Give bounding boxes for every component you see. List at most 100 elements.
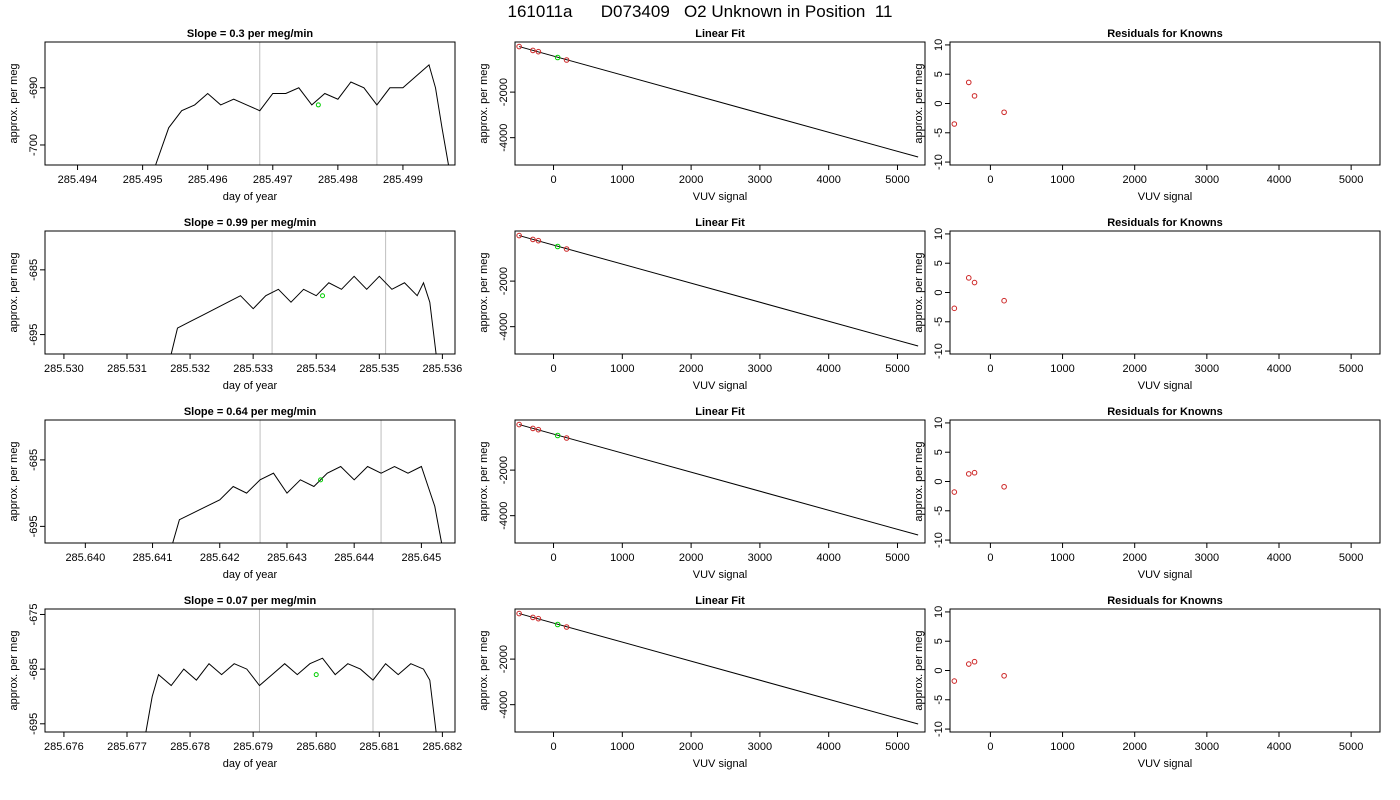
- chart-3-x-tick-label-1: 0: [987, 174, 993, 186]
- chart-7-x-tick-label-1: 285.640: [65, 552, 105, 564]
- chart-9-y-tick-label-5: 10: [933, 417, 945, 429]
- chart-10-x-tick-label-3: 285.678: [170, 741, 210, 753]
- chart-5-x-tick-label-1: 0: [550, 363, 556, 375]
- chart-9-known-point-4: [1001, 483, 1007, 490]
- chart-9-y-axis-label: approx. per meg: [913, 441, 925, 521]
- chart-6-known-point-3: [971, 279, 978, 286]
- chart-8-title: Linear Fit: [695, 406, 745, 418]
- chart-5-fit-line: [518, 235, 919, 347]
- chart-4-y-tick-label-1: -685: [28, 259, 40, 281]
- chart-9-y-tick-label-3: 0: [933, 478, 945, 484]
- chart-2-x-axis-label: VUV signal: [693, 191, 747, 203]
- chart-11-x-axis-label: VUV signal: [693, 758, 747, 770]
- chart-4-signal-trace: [170, 275, 437, 355]
- chart-7-x-tick-label-4: 285.643: [267, 552, 307, 564]
- chart-3-plot-frame: [949, 41, 1381, 166]
- chart-4-x-axis-label: day of year: [223, 380, 278, 392]
- chart-1-y-tick-label-1: -690: [28, 77, 40, 99]
- chart-6-x-tick-label-1: 0: [987, 363, 993, 375]
- chart-1-signal-trace: [155, 64, 449, 166]
- chart-4-x-tick-label-4: 285.533: [233, 363, 273, 375]
- chart-8-x-tick-label-5: 4000: [816, 552, 840, 564]
- chart-7-x-tick-label-3: 285.642: [200, 552, 240, 564]
- chart-2-title: Linear Fit: [695, 28, 745, 40]
- chart-8-plot-frame: [514, 419, 926, 544]
- chart-6-known-point-4: [1001, 297, 1007, 304]
- chart-6-y-tick-label-3: 0: [933, 289, 945, 295]
- chart-10-signal-trace: [145, 657, 437, 733]
- chart-6-y-axis-label: approx. per meg: [913, 252, 925, 332]
- chart-9-known-point-1: [951, 489, 958, 495]
- chart-1-title: Slope = 0.3 per meg/min: [187, 28, 314, 40]
- chart-9-x-tick-label-5: 4000: [1267, 552, 1291, 564]
- chart-7-x-axis-label: day of year: [223, 569, 278, 581]
- chart-8-y-axis-label: approx. per meg: [478, 441, 490, 521]
- chart-5-x-tick-label-4: 3000: [748, 363, 772, 375]
- chart-10-y-tick-label-2: -685: [28, 658, 40, 680]
- chart-panel-10: Slope = 0.07 per meg/min 285.676 285.677 28…: [8, 595, 462, 770]
- chart-5-unknown-point-1: [554, 243, 561, 250]
- chart-2-y-axis-label: approx. per meg: [478, 63, 490, 143]
- chart-9-x-axis-label: VUV signal: [1138, 569, 1192, 581]
- chart-11-fit-line: [518, 613, 919, 725]
- chart-1-x-tick-label-3: 285.496: [188, 174, 228, 186]
- chart-10-y-tick-label-3: -695: [28, 713, 40, 735]
- chart-1-x-tick-label-5: 285.498: [318, 174, 358, 186]
- chart-5-known-point-3: [535, 237, 542, 244]
- chart-panel-9: Residuals for Knowns 0 1000 2000 3000 4000 500…: [913, 406, 1381, 581]
- chart-3-y-axis-label: approx. per meg: [913, 63, 925, 143]
- chart-3-y-tick-label-4: 5: [933, 71, 945, 77]
- chart-11-x-tick-label-2: 1000: [610, 741, 634, 753]
- chart-11-x-tick-label-6: 5000: [885, 741, 909, 753]
- chart-2-y-tick-label-2: -4000: [498, 124, 510, 152]
- chart-9-known-point-3: [971, 469, 978, 476]
- chart-3-y-tick-label-3: 0: [933, 100, 945, 106]
- chart-3-y-tick-label-2: -5: [933, 128, 945, 138]
- chart-panel-3: Residuals for Knowns 0 1000 2000 3000 4000 500…: [913, 28, 1381, 203]
- chart-2-x-tick-label-5: 4000: [816, 174, 840, 186]
- chart-3-y-tick-label-1: -10: [933, 154, 945, 170]
- chart-10-x-tick-label-2: 285.677: [107, 741, 147, 753]
- chart-panel-7: Slope = 0.64 per meg/min 285.640 285.641 28…: [8, 406, 456, 581]
- chart-1-x-axis-label: day of year: [223, 191, 278, 203]
- chart-4-x-tick-label-6: 285.535: [359, 363, 399, 375]
- chart-4-x-tick-label-7: 285.536: [423, 363, 463, 375]
- chart-4-x-tick-label-3: 285.532: [170, 363, 210, 375]
- chart-1-marker-point: [315, 102, 321, 108]
- chart-6-plot-frame: [949, 230, 1381, 355]
- chart-5-x-tick-label-2: 1000: [610, 363, 634, 375]
- chart-11-y-tick-label-2: -4000: [498, 691, 510, 719]
- chart-9-title: Residuals for Knowns: [1107, 406, 1223, 418]
- chart-8-known-point-2: [530, 425, 536, 432]
- chart-8-x-tick-label-2: 1000: [610, 552, 634, 564]
- chart-10-x-tick-label-7: 285.682: [423, 741, 463, 753]
- chart-11-known-point-3: [535, 615, 542, 622]
- chart-7-y-tick-label-1: -685: [28, 449, 40, 471]
- chart-1-x-tick-label-1: 285.494: [58, 174, 98, 186]
- chart-3-known-point-4: [1001, 109, 1007, 116]
- chart-6-x-tick-label-3: 2000: [1122, 363, 1146, 375]
- chart-panel-4: Slope = 0.99 per meg/min 285.530 285.531 28…: [8, 217, 462, 392]
- chart-4-y-axis-label: approx. per meg: [8, 252, 20, 332]
- chart-3-x-tick-label-4: 3000: [1195, 174, 1219, 186]
- chart-2-plot-frame: [514, 41, 926, 166]
- chart-3-x-tick-label-2: 1000: [1050, 174, 1074, 186]
- chart-3-x-tick-label-3: 2000: [1122, 174, 1146, 186]
- chart-12-x-tick-label-4: 3000: [1195, 741, 1219, 753]
- chart-10-y-tick-label-1: -675: [28, 603, 40, 625]
- chart-panel-12: Residuals for Knowns 0 1000 2000 3000 4000 500…: [913, 595, 1381, 770]
- chart-7-x-tick-label-5: 285.644: [334, 552, 374, 564]
- chart-12-y-tick-label-1: -10: [933, 721, 945, 737]
- chart-3-known-point-2: [965, 79, 972, 86]
- chart-12-x-tick-label-1: 0: [987, 741, 993, 753]
- chart-12-y-tick-label-4: 5: [933, 638, 945, 644]
- chart-5-x-tick-label-3: 2000: [679, 363, 703, 375]
- chart-6-y-tick-label-2: -5: [933, 317, 945, 327]
- chart-6-x-tick-label-5: 4000: [1267, 363, 1291, 375]
- chart-11-x-tick-label-1: 0: [550, 741, 556, 753]
- chart-8-x-axis-label: VUV signal: [693, 569, 747, 581]
- chart-panel-2: Linear Fit 0 1000 2000 3000 4000 5000 -2000 -400…: [478, 28, 926, 203]
- chart-11-y-axis-label: approx. per meg: [478, 630, 490, 710]
- chart-1-y-axis-label: approx. per meg: [8, 63, 20, 143]
